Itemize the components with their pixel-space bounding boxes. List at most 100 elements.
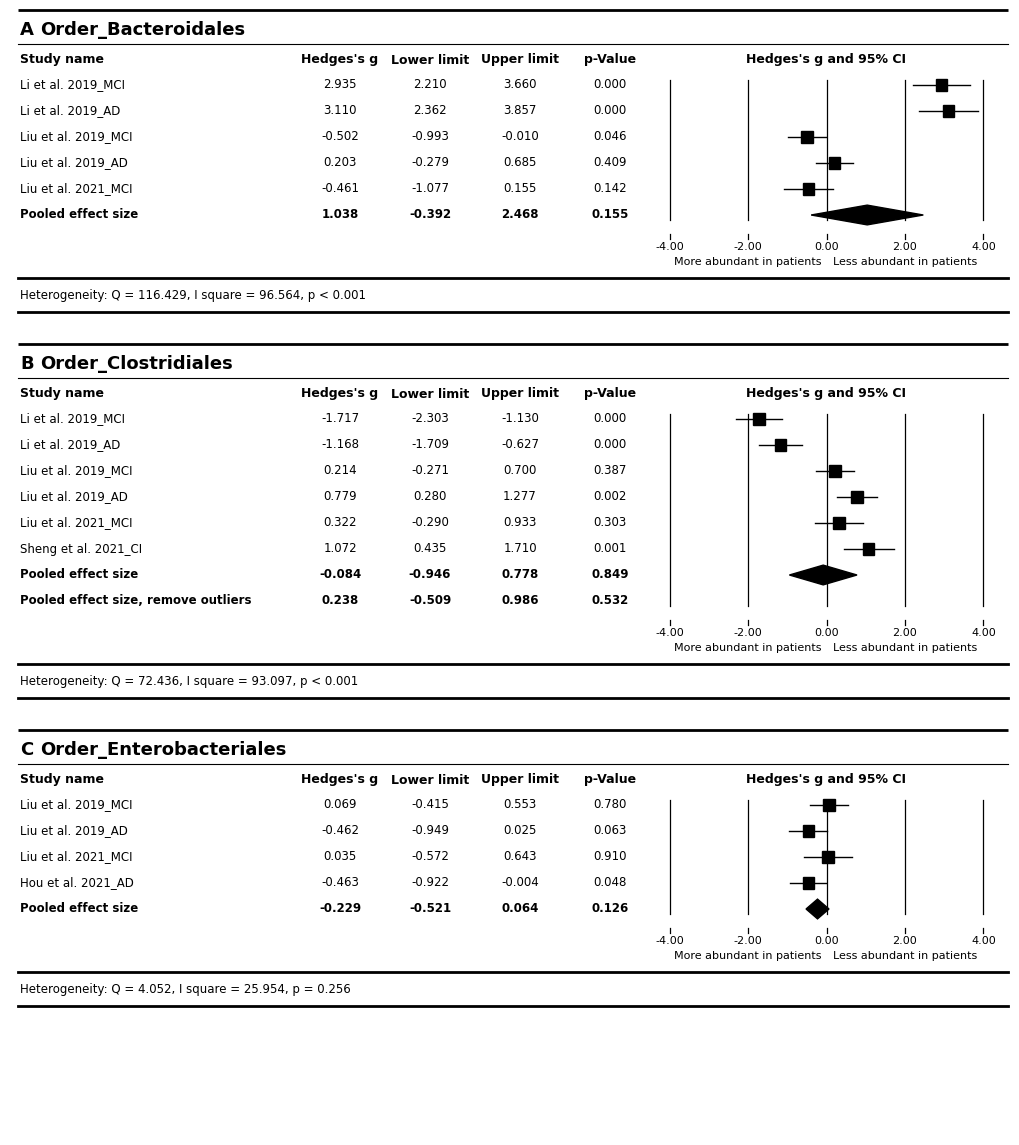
Text: 2.00: 2.00: [892, 627, 916, 638]
Bar: [942, 105, 953, 117]
Bar: [862, 543, 873, 554]
Bar: [821, 851, 833, 862]
Text: -0.949: -0.949: [411, 824, 448, 837]
Text: 0.00: 0.00: [813, 242, 838, 252]
Text: 0.986: 0.986: [500, 594, 538, 608]
Text: Liu et al. 2019_AD: Liu et al. 2019_AD: [20, 824, 127, 837]
Text: Hedges's g and 95% CI: Hedges's g and 95% CI: [746, 387, 906, 401]
Text: Study name: Study name: [20, 54, 104, 66]
Text: Pooled effect size: Pooled effect size: [20, 569, 139, 582]
Text: More abundant in patients: More abundant in patients: [674, 643, 821, 653]
Polygon shape: [789, 566, 856, 585]
Text: 0.063: 0.063: [593, 824, 626, 837]
Text: -0.627: -0.627: [500, 439, 538, 451]
Text: 0.778: 0.778: [501, 569, 538, 582]
Text: Liu et al. 2019_AD: Liu et al. 2019_AD: [20, 157, 127, 169]
Bar: [774, 440, 786, 451]
Text: -0.084: -0.084: [319, 569, 361, 582]
Bar: [802, 183, 813, 195]
Text: p-Value: p-Value: [583, 774, 636, 787]
Text: 3.857: 3.857: [502, 104, 536, 118]
Text: Liu et al. 2019_AD: Liu et al. 2019_AD: [20, 490, 127, 504]
Text: Order_Bacteroidales: Order_Bacteroidales: [40, 21, 245, 39]
Text: Upper limit: Upper limit: [481, 387, 558, 401]
Text: 0.000: 0.000: [593, 104, 626, 118]
Text: 0.046: 0.046: [593, 131, 626, 143]
Bar: [935, 79, 947, 90]
Text: 0.643: 0.643: [502, 851, 536, 863]
Text: Li et al. 2019_MCI: Li et al. 2019_MCI: [20, 412, 125, 426]
Text: Liu et al. 2021_MCI: Liu et al. 2021_MCI: [20, 182, 132, 196]
Text: 0.322: 0.322: [323, 516, 357, 529]
Text: 4.00: 4.00: [970, 627, 995, 638]
Text: -0.004: -0.004: [500, 877, 538, 890]
Text: 0.002: 0.002: [593, 490, 626, 504]
Text: -0.290: -0.290: [411, 516, 448, 529]
Text: 0.069: 0.069: [323, 798, 357, 812]
Text: 0.126: 0.126: [591, 902, 628, 916]
Text: -4.00: -4.00: [654, 242, 684, 252]
Text: -0.462: -0.462: [321, 824, 359, 837]
Text: Lower limit: Lower limit: [390, 387, 469, 401]
Text: -1.168: -1.168: [321, 439, 359, 451]
Text: p-Value: p-Value: [583, 387, 636, 401]
Text: 0.700: 0.700: [502, 465, 536, 477]
Text: Li et al. 2019_AD: Li et al. 2019_AD: [20, 104, 120, 118]
Text: Hedges's g: Hedges's g: [302, 387, 378, 401]
Text: 0.849: 0.849: [591, 569, 628, 582]
Text: Liu et al. 2021_MCI: Liu et al. 2021_MCI: [20, 516, 132, 529]
Text: 3.660: 3.660: [502, 79, 536, 92]
Text: 0.685: 0.685: [502, 157, 536, 169]
Polygon shape: [805, 899, 828, 919]
Text: Heterogeneity: Q = 116.429, I square = 96.564, p < 0.001: Heterogeneity: Q = 116.429, I square = 9…: [20, 290, 366, 302]
Text: Liu et al. 2019_MCI: Liu et al. 2019_MCI: [20, 798, 132, 812]
Text: 0.532: 0.532: [591, 594, 628, 608]
Bar: [822, 799, 835, 811]
Text: 4.00: 4.00: [970, 935, 995, 946]
Bar: [827, 157, 840, 168]
Bar: [833, 518, 844, 529]
Text: -1.130: -1.130: [500, 412, 538, 426]
Text: More abundant in patients: More abundant in patients: [674, 951, 821, 961]
Text: Less abundant in patients: Less abundant in patients: [832, 643, 976, 653]
Text: -0.415: -0.415: [411, 798, 448, 812]
Text: Lower limit: Lower limit: [390, 54, 469, 66]
Text: 0.155: 0.155: [502, 182, 536, 196]
Text: 0.387: 0.387: [593, 465, 626, 477]
Text: -1.709: -1.709: [411, 439, 448, 451]
Text: 0.000: 0.000: [593, 79, 626, 92]
Text: Heterogeneity: Q = 72.436, I square = 93.097, p < 0.001: Heterogeneity: Q = 72.436, I square = 93…: [20, 676, 358, 688]
Text: 1.710: 1.710: [502, 543, 536, 555]
Text: -0.229: -0.229: [319, 902, 361, 916]
Text: 0.00: 0.00: [813, 627, 838, 638]
Text: Study name: Study name: [20, 774, 104, 787]
Text: -0.010: -0.010: [500, 131, 538, 143]
Text: -0.463: -0.463: [321, 877, 359, 890]
Text: 1.072: 1.072: [323, 543, 357, 555]
Text: 2.00: 2.00: [892, 242, 916, 252]
Text: -2.00: -2.00: [733, 242, 761, 252]
Text: -0.572: -0.572: [411, 851, 448, 863]
Text: Liu et al. 2019_MCI: Liu et al. 2019_MCI: [20, 465, 132, 477]
Bar: [753, 413, 764, 425]
Text: -0.521: -0.521: [409, 902, 450, 916]
Text: Upper limit: Upper limit: [481, 54, 558, 66]
Text: 0.280: 0.280: [413, 490, 446, 504]
Text: 0.553: 0.553: [503, 798, 536, 812]
Text: C: C: [20, 741, 34, 759]
Text: Li et al. 2019_AD: Li et al. 2019_AD: [20, 439, 120, 451]
Text: 2.362: 2.362: [413, 104, 446, 118]
Text: -0.461: -0.461: [321, 182, 359, 196]
Bar: [802, 877, 813, 889]
Bar: [800, 132, 812, 143]
Text: -0.271: -0.271: [411, 465, 448, 477]
Text: Less abundant in patients: Less abundant in patients: [832, 951, 976, 961]
Text: 0.214: 0.214: [323, 465, 357, 477]
Text: 0.000: 0.000: [593, 412, 626, 426]
Bar: [851, 491, 862, 503]
Text: Lower limit: Lower limit: [390, 774, 469, 787]
Text: Pooled effect size, remove outliers: Pooled effect size, remove outliers: [20, 594, 252, 608]
Text: 0.238: 0.238: [321, 594, 359, 608]
Text: -2.303: -2.303: [411, 412, 448, 426]
Text: Hou et al. 2021_AD: Hou et al. 2021_AD: [20, 877, 133, 890]
